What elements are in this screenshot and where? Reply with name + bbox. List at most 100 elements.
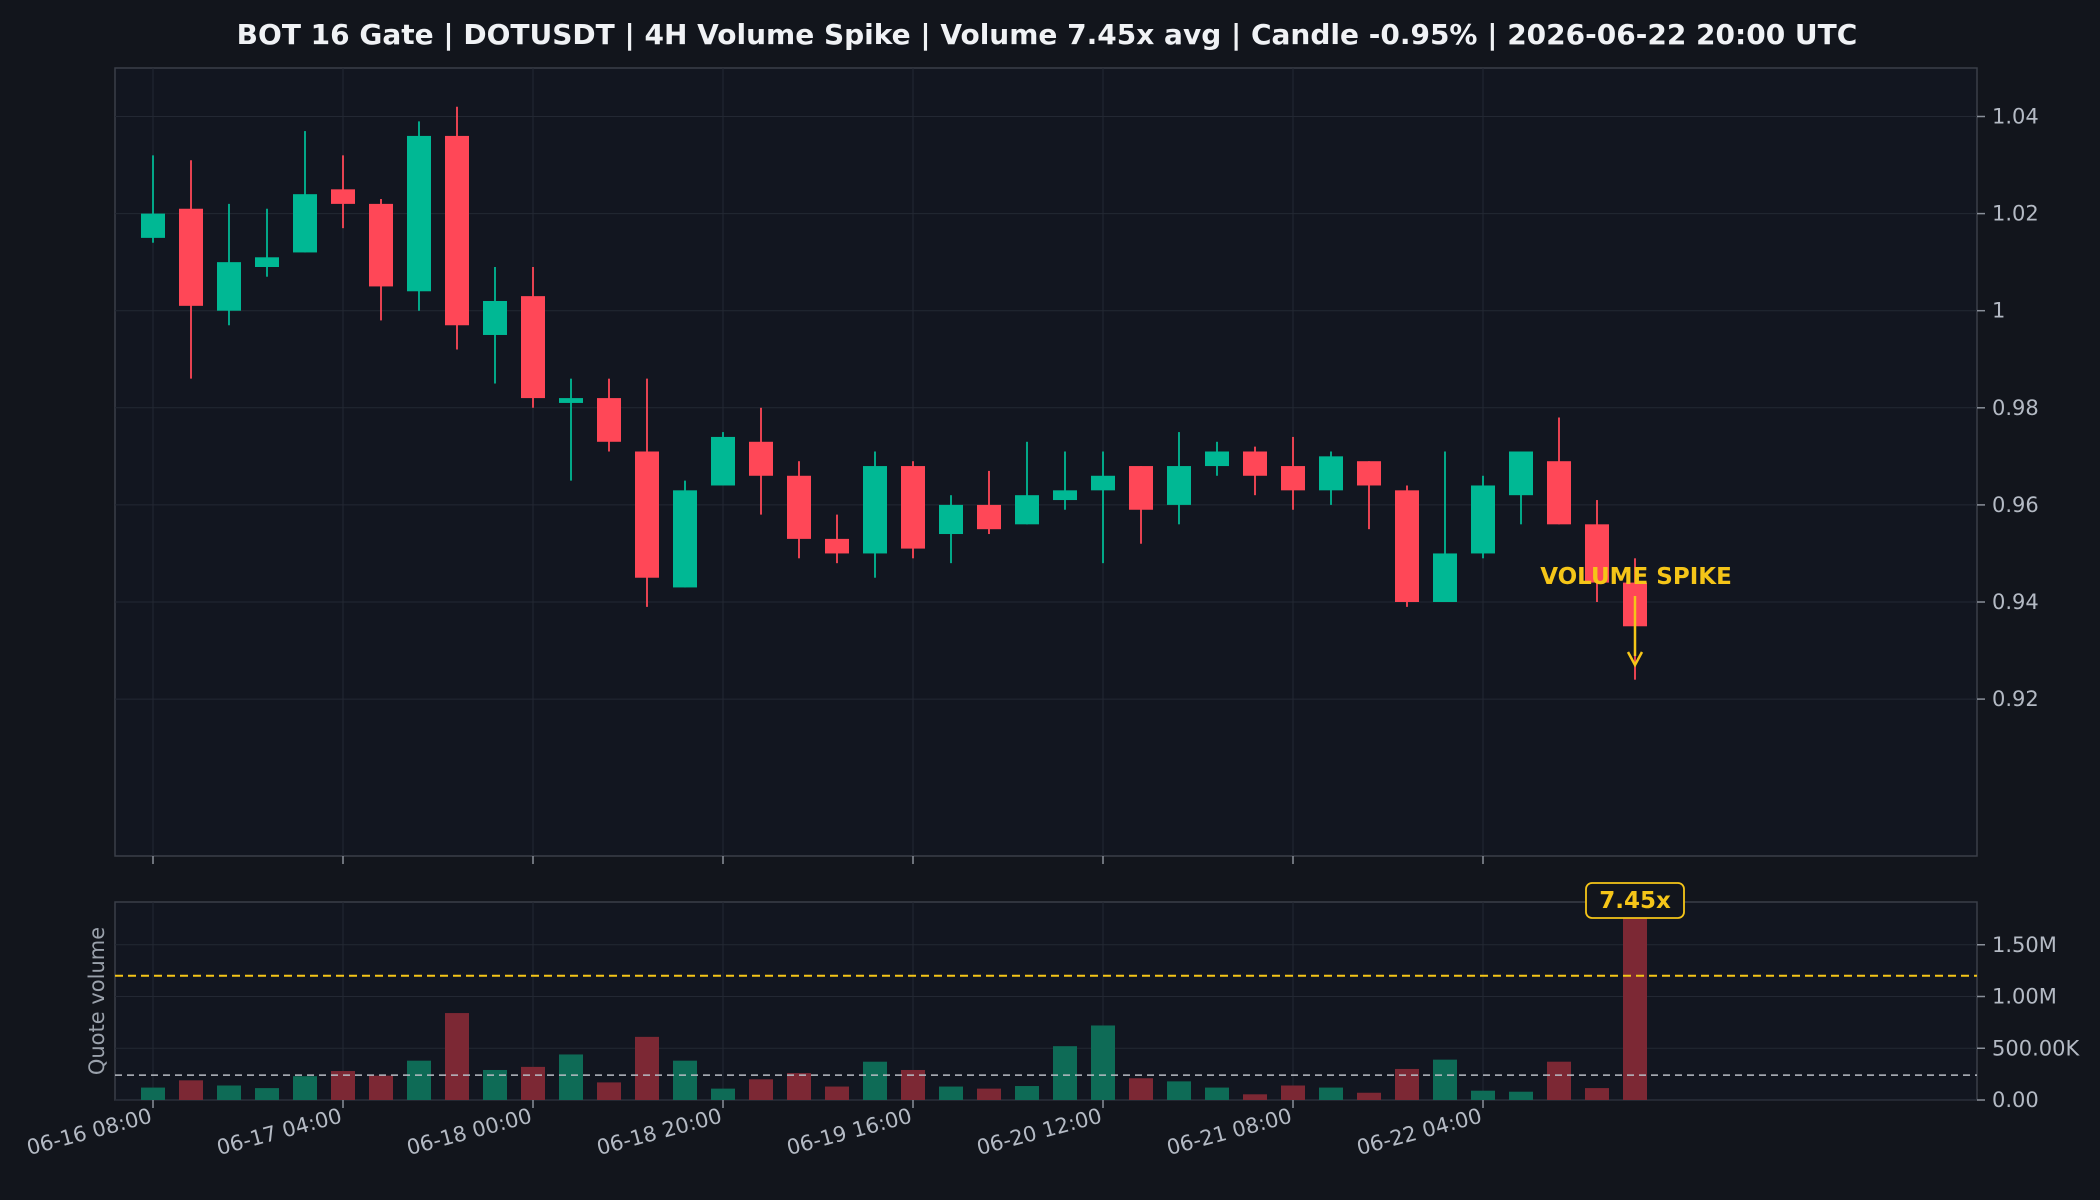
volume-bar bbox=[977, 1088, 1001, 1100]
candle bbox=[825, 514, 849, 564]
candle-body bbox=[711, 436, 735, 486]
candle bbox=[1015, 441, 1039, 525]
volume-bar bbox=[1585, 1088, 1609, 1100]
volume-bar bbox=[1243, 1094, 1267, 1100]
price-y-axis: 1.04 1.02 1 0.98 0.96 0.94 0.92 bbox=[1977, 105, 2039, 711]
spike-badge: 7.45x bbox=[1585, 882, 1685, 919]
candles-series bbox=[141, 106, 1647, 680]
volume-bar bbox=[1319, 1087, 1343, 1100]
volume-bar bbox=[749, 1079, 773, 1100]
spike-arrow-head bbox=[1626, 651, 1644, 668]
candle-body bbox=[1357, 461, 1381, 486]
volume-bar bbox=[407, 1060, 431, 1100]
candle bbox=[141, 155, 165, 243]
candle bbox=[1129, 466, 1153, 544]
candle-body bbox=[369, 203, 393, 287]
volume-bar bbox=[369, 1075, 393, 1100]
candle bbox=[483, 267, 507, 384]
volume-bar bbox=[939, 1086, 963, 1100]
volume-axis-label: Quote volume bbox=[85, 927, 109, 1075]
candle bbox=[559, 378, 583, 481]
volume-bars bbox=[141, 914, 1647, 1100]
volume-bar bbox=[1091, 1025, 1115, 1100]
candle bbox=[1243, 446, 1267, 496]
spike-badge-box bbox=[1585, 882, 1685, 919]
candle bbox=[369, 199, 393, 321]
volume-bar bbox=[1547, 1061, 1571, 1100]
candle bbox=[521, 267, 545, 408]
candle-body bbox=[1205, 451, 1229, 467]
candle bbox=[863, 451, 887, 578]
spike-badge-text: 7.45x bbox=[1599, 888, 1671, 914]
volume-bar bbox=[673, 1060, 697, 1100]
candle bbox=[1433, 451, 1457, 602]
volume-bar bbox=[787, 1073, 811, 1100]
candle-body bbox=[597, 398, 621, 442]
candle-body bbox=[1509, 451, 1533, 496]
volume-bar bbox=[1623, 914, 1647, 1100]
volume-bar bbox=[1395, 1068, 1419, 1100]
candle bbox=[711, 432, 735, 486]
volume-bar bbox=[1471, 1090, 1495, 1100]
candle bbox=[407, 121, 431, 311]
candle-body bbox=[939, 504, 963, 535]
volume-y-axis: 0.00 500.00K 1.00M 1.50M bbox=[1977, 933, 2080, 1112]
volume-bar bbox=[635, 1036, 659, 1100]
candle bbox=[597, 378, 621, 452]
chart-title: BOT 16 Gate | DOTUSDT | 4H Volume Spike … bbox=[237, 18, 1858, 51]
candle bbox=[1053, 451, 1077, 510]
volume-bar bbox=[1205, 1087, 1229, 1100]
candle-body bbox=[1053, 490, 1077, 501]
candle-body bbox=[1433, 553, 1457, 602]
candle bbox=[1471, 475, 1495, 559]
volume-bar bbox=[825, 1086, 849, 1100]
candle-body bbox=[825, 538, 849, 554]
candle-body bbox=[1547, 461, 1571, 525]
candle bbox=[977, 470, 1001, 535]
candle bbox=[1319, 451, 1343, 505]
candle-body bbox=[977, 504, 1001, 530]
candle-body bbox=[1395, 490, 1419, 602]
candle-body bbox=[179, 208, 203, 306]
candle bbox=[179, 160, 203, 379]
candle-body bbox=[407, 135, 431, 292]
x-tick-label: 06-17 04:00 bbox=[214, 1104, 344, 1160]
price-tick-label: 1.02 bbox=[1992, 202, 2039, 226]
candle-body bbox=[901, 466, 925, 549]
candle-body bbox=[1319, 456, 1343, 491]
volume-bar bbox=[293, 1076, 317, 1100]
candle-body bbox=[1281, 466, 1305, 491]
candle-body bbox=[863, 466, 887, 554]
volume-bar bbox=[217, 1085, 241, 1100]
spike-annotation: VOLUME SPIKE bbox=[1540, 564, 1732, 668]
volume-tick-label: 0.00 bbox=[1992, 1088, 2039, 1112]
x-tick-label: 06-18 20:00 bbox=[594, 1104, 724, 1160]
candle bbox=[749, 407, 773, 515]
volume-spike-label: VOLUME SPIKE bbox=[1540, 564, 1732, 590]
price-tick-label: 0.92 bbox=[1992, 687, 2039, 711]
volume-bar bbox=[1509, 1091, 1533, 1100]
x-tick-label: 06-16 08:00 bbox=[24, 1104, 154, 1160]
candle-body bbox=[1585, 524, 1609, 583]
candle-body bbox=[1015, 495, 1039, 525]
candle-body bbox=[521, 296, 545, 399]
volume-tick-label: 1.00M bbox=[1992, 985, 2057, 1009]
candle-body bbox=[293, 194, 317, 253]
volume-bar bbox=[255, 1088, 279, 1100]
x-tick-label: 06-22 04:00 bbox=[1354, 1104, 1484, 1160]
candle-body bbox=[255, 257, 279, 268]
x-tick-label: 06-20 12:00 bbox=[974, 1104, 1104, 1160]
candle bbox=[1091, 451, 1115, 564]
volume-bar bbox=[179, 1080, 203, 1100]
volume-bar bbox=[141, 1087, 165, 1100]
volume-bar bbox=[445, 1013, 469, 1100]
candle bbox=[1585, 500, 1609, 602]
price-tick-label: 0.96 bbox=[1992, 493, 2039, 517]
candle-body bbox=[1243, 451, 1267, 476]
price-tick-label: 0.94 bbox=[1992, 590, 2039, 614]
volume-tick-label: 500.00K bbox=[1992, 1036, 2080, 1060]
candle bbox=[635, 378, 659, 607]
candle bbox=[1509, 451, 1533, 525]
price-panel: 1.04 1.02 1 0.98 0.96 0.94 0.92 bbox=[114, 67, 2039, 857]
